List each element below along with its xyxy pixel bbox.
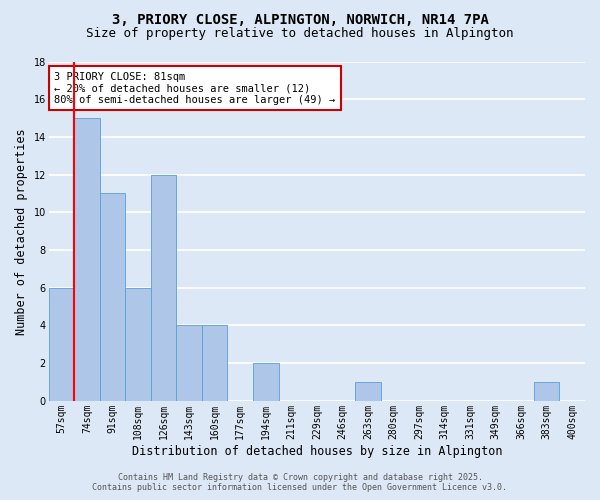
X-axis label: Distribution of detached houses by size in Alpington: Distribution of detached houses by size … — [131, 444, 502, 458]
Bar — [74, 118, 100, 401]
Bar — [253, 363, 278, 401]
Bar — [176, 326, 202, 401]
Bar — [355, 382, 380, 401]
Bar — [125, 288, 151, 401]
Bar — [49, 288, 74, 401]
Text: Size of property relative to detached houses in Alpington: Size of property relative to detached ho… — [86, 28, 514, 40]
Text: 3 PRIORY CLOSE: 81sqm
← 20% of detached houses are smaller (12)
80% of semi-deta: 3 PRIORY CLOSE: 81sqm ← 20% of detached … — [54, 72, 335, 105]
Bar — [534, 382, 559, 401]
Text: 3, PRIORY CLOSE, ALPINGTON, NORWICH, NR14 7PA: 3, PRIORY CLOSE, ALPINGTON, NORWICH, NR1… — [112, 12, 488, 26]
Bar — [151, 174, 176, 401]
Bar — [202, 326, 227, 401]
Y-axis label: Number of detached properties: Number of detached properties — [15, 128, 28, 334]
Text: Contains HM Land Registry data © Crown copyright and database right 2025.
Contai: Contains HM Land Registry data © Crown c… — [92, 473, 508, 492]
Bar — [100, 194, 125, 401]
